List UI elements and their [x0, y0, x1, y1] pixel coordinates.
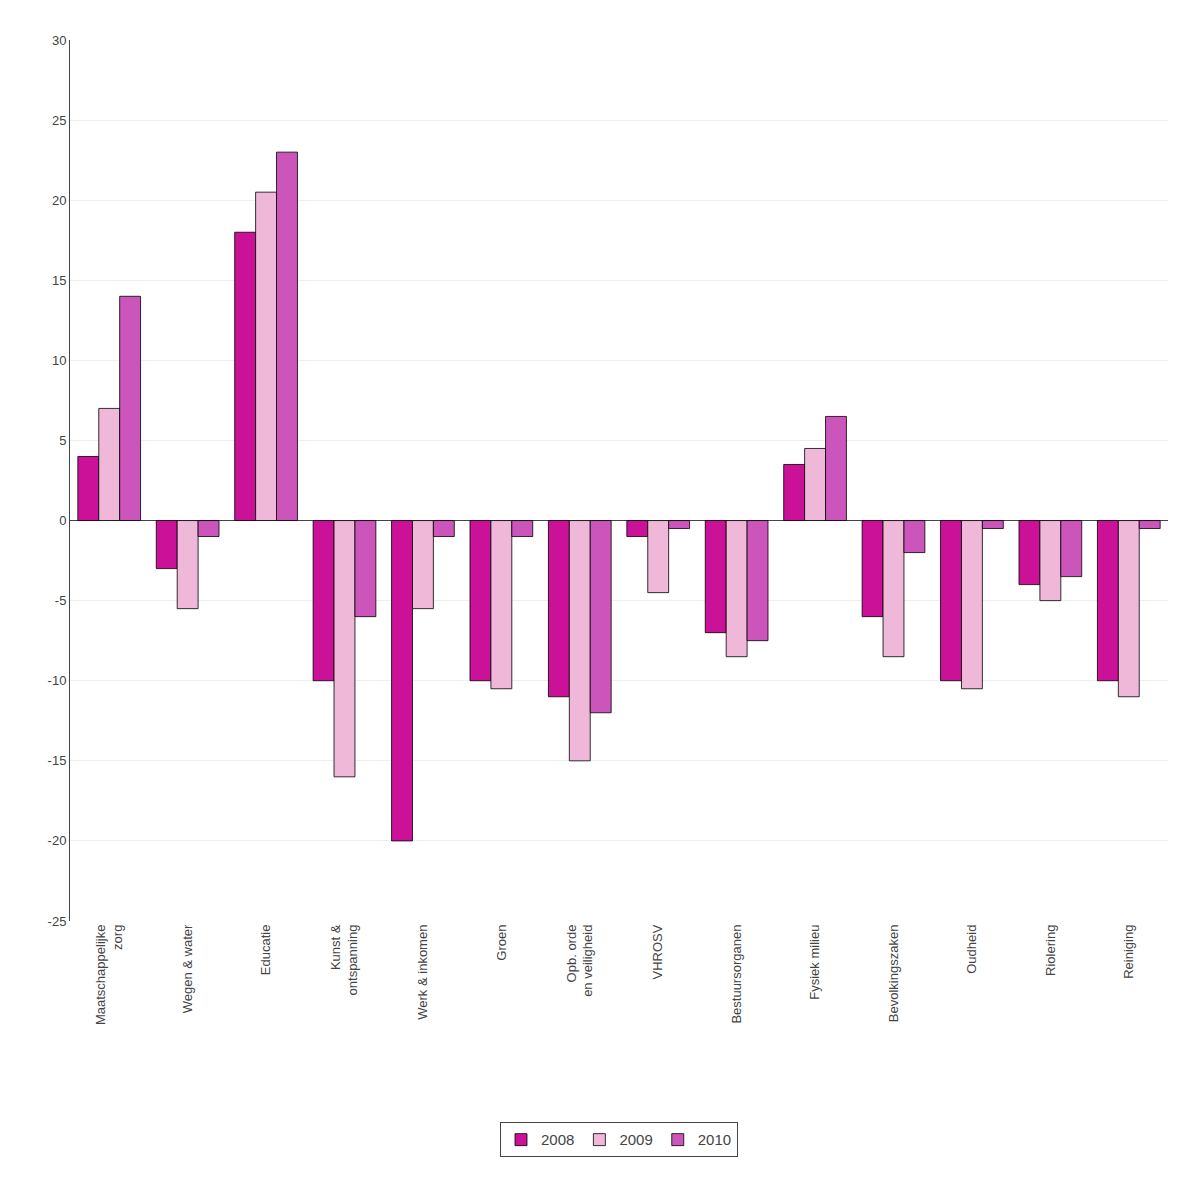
svg-text:20: 20 — [52, 193, 66, 208]
svg-text:0: 0 — [59, 513, 66, 528]
svg-text:Educatie: Educatie — [258, 925, 273, 976]
svg-text:-5: -5 — [55, 593, 67, 608]
svg-text:Maatschappelijkezorg: Maatschappelijkezorg — [93, 925, 125, 1025]
svg-text:-25: -25 — [48, 914, 67, 929]
svg-text:Kunst &ontspanning: Kunst &ontspanning — [328, 924, 360, 995]
svg-text:Wegen & water: Wegen & water — [180, 924, 195, 1013]
svg-text:Oudheid: Oudheid — [964, 925, 979, 974]
svg-text:5: 5 — [59, 433, 66, 448]
svg-text:-15: -15 — [48, 753, 67, 768]
svg-text:-10: -10 — [48, 673, 67, 688]
svg-text:25: 25 — [52, 113, 66, 128]
svg-text:Fysiek milieu: Fysiek milieu — [807, 925, 822, 1000]
svg-text:Reiniging: Reiniging — [1121, 925, 1136, 979]
svg-text:Bestuursorganen: Bestuursorganen — [729, 925, 744, 1024]
svg-text:Werk & inkomen: Werk & inkomen — [415, 925, 430, 1020]
svg-text:15: 15 — [52, 273, 66, 288]
svg-text:Groen: Groen — [494, 925, 509, 961]
svg-text:Riolering: Riolering — [1043, 925, 1058, 976]
svg-text:30: 30 — [52, 33, 66, 48]
svg-text:-20: -20 — [48, 833, 67, 848]
svg-text:Bevolkingszaken: Bevolkingszaken — [886, 925, 901, 1023]
svg-text:VHROSV: VHROSV — [650, 924, 665, 979]
svg-text:2009: 2009 — [619, 1131, 652, 1148]
svg-text:2010: 2010 — [698, 1131, 731, 1148]
svg-text:2008: 2008 — [541, 1131, 574, 1148]
svg-text:10: 10 — [52, 353, 66, 368]
svg-text:Opb. ordeen veiligheid: Opb. ordeen veiligheid — [564, 925, 596, 997]
